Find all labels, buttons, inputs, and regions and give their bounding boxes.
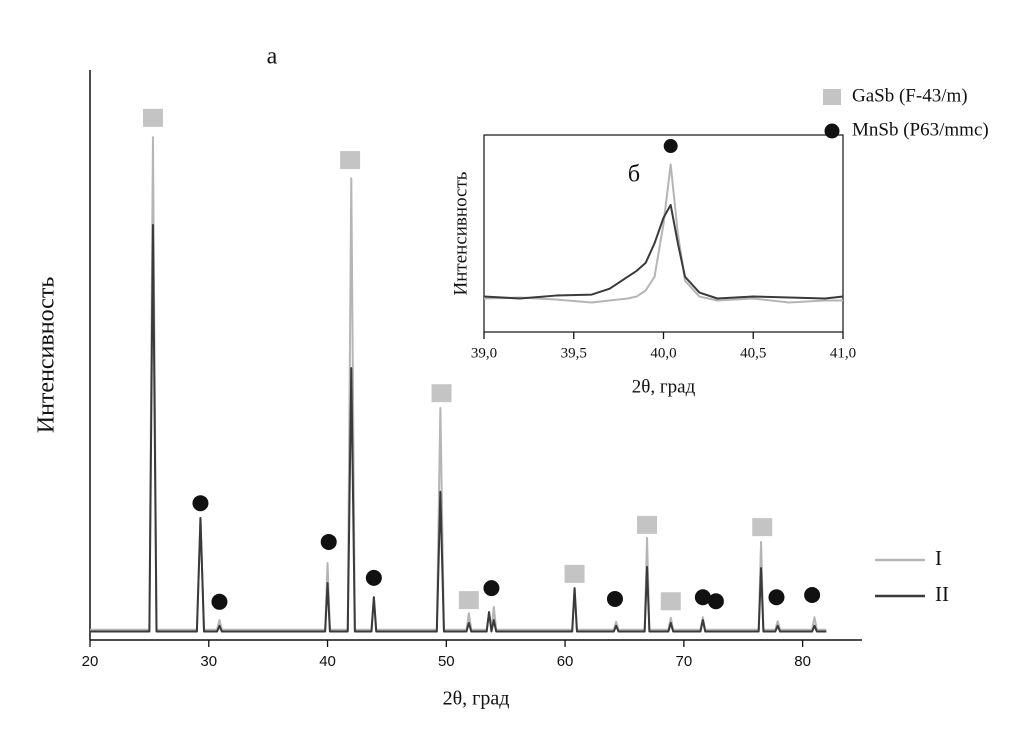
phase-marker [752,518,773,537]
phase-marker [365,569,382,586]
phase-marker [458,591,479,610]
legend-label: II [935,582,949,606]
series-line [483,203,844,300]
y-axis-label: Интенсивность [34,277,60,434]
x-tick-label: 30 [200,653,217,670]
x-tick-label: 20 [82,653,99,670]
legend-label: GaSb (F-43/m) [852,85,968,106]
phase-marker [564,564,585,583]
x-tick-label: 60 [557,653,574,670]
phase-marker [192,495,209,512]
phase-marker [660,592,681,611]
phase-marker [804,586,821,603]
phase-marker [637,515,658,534]
x-tick-label: 50 [438,653,455,670]
legend-symbol [823,89,841,105]
phase-marker [142,108,163,127]
y-axis-label: Интенсивность [450,171,471,295]
x-axis-label: 2θ, град [443,688,510,710]
x-tick-label: 80 [794,653,811,670]
phase-marker [707,593,724,610]
phase-marker [694,589,711,606]
phase-marker [663,139,678,154]
phase-marker [211,593,228,610]
legend-label: MnSb (P63/mmc) [852,119,989,140]
x-tick-label: 39,0 [471,345,497,361]
x-tick-label: 70 [676,653,693,670]
x-tick-label: 40,0 [650,345,676,361]
phase-marker [768,589,785,606]
x-tick-label: 41,0 [830,345,856,361]
x-tick-label: 40,5 [740,345,766,361]
legend-symbol [824,123,840,139]
x-tick-label: 40 [319,653,336,670]
panel-label: б [628,162,640,188]
x-axis-label: 2θ, град [632,376,696,397]
phase-marker [606,590,623,607]
phase-marker [340,151,361,170]
phase-marker [483,580,500,597]
series-line [90,224,827,633]
phase-marker [431,384,452,403]
legend-label: I [935,546,942,570]
phase-marker [320,533,337,550]
panel-label: а [267,44,278,70]
x-tick-label: 39,5 [561,345,587,361]
series-line [483,163,843,304]
